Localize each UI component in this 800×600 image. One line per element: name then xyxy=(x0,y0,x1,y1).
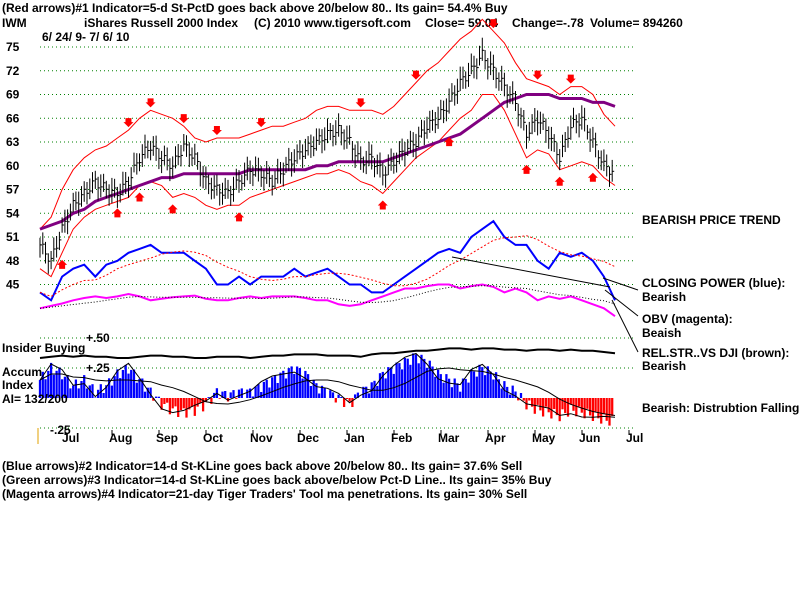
pointer-cp xyxy=(602,277,639,291)
obv-line xyxy=(39,283,616,318)
down-arrow-3 xyxy=(211,126,222,136)
up-arrow-8 xyxy=(554,176,565,186)
ma-line xyxy=(39,93,616,231)
month-label-dec-5: Dec xyxy=(297,431,319,445)
lower-band-line xyxy=(39,94,616,278)
bearish-trend-label: BEARISH PRICE TREND xyxy=(642,213,781,227)
upper-band-line xyxy=(39,18,616,230)
up-arrow-1 xyxy=(112,208,123,218)
down-arrow-5 xyxy=(355,98,366,108)
up-arrow-0 xyxy=(57,259,68,269)
closing-power-label: CLOSING POWER (blue): xyxy=(642,276,785,290)
month-label-jan-6: Jan xyxy=(344,431,365,445)
month-label-aug-1: Aug xyxy=(109,431,132,445)
month-label-jun-11: Jun xyxy=(579,431,600,445)
volume-label: Volume= 894260 xyxy=(590,16,683,30)
accum-line xyxy=(39,352,616,418)
up-arrow-3 xyxy=(167,204,178,214)
up-arrow-5 xyxy=(377,200,388,210)
month-label-apr-9: Apr xyxy=(485,431,506,445)
plus50-label: +.50 xyxy=(86,331,110,345)
copyright-label: (C) 2010 www.tigersoft.com xyxy=(254,16,411,30)
relstr-status: Bearish xyxy=(642,359,686,373)
y-tick-63: 63 xyxy=(6,135,20,149)
closing-power-ma-line xyxy=(39,235,616,297)
down-arrow-0 xyxy=(123,118,134,128)
symbol-label: IWM xyxy=(2,16,27,30)
up-arrow-6 xyxy=(444,137,455,147)
price-bars xyxy=(39,37,615,274)
down-arrow-4 xyxy=(256,118,267,128)
up-arrow-9 xyxy=(587,172,598,182)
month-label-jul-0: Jul xyxy=(62,431,79,445)
down-arrow-2 xyxy=(178,114,189,124)
closing-power-line xyxy=(39,219,616,302)
pointer-relstr xyxy=(611,299,639,353)
signal-arrows xyxy=(57,19,598,269)
price-bands xyxy=(39,18,616,278)
up-arrow-7 xyxy=(521,164,532,174)
footer-line1: (Blue arrows)#2 Indicator=14-d St-KLine … xyxy=(2,459,522,473)
moving-average xyxy=(39,93,616,231)
up-arrow-4 xyxy=(234,212,245,222)
month-axis-labels: Jul Aug Sep Oct Nov Dec Jan Feb Mar Apr May Jun Jul xyxy=(37,428,643,445)
y-tick-66: 66 xyxy=(6,111,20,125)
relstr-label: REL.STR..VS DJI (brown): xyxy=(642,346,789,360)
month-label-feb-7: Feb xyxy=(391,431,412,445)
up-arrow-2 xyxy=(134,192,145,202)
ai-label: AI= 132/200 xyxy=(2,392,68,406)
y-tick-45: 45 xyxy=(6,278,20,292)
y-tick-60: 60 xyxy=(6,159,20,173)
down-arrow-9 xyxy=(565,74,576,84)
close-label: Close= 59.04 xyxy=(425,16,498,30)
accum-panel xyxy=(38,347,616,426)
index-label: Index xyxy=(2,378,34,392)
month-label-may-10: May xyxy=(532,431,556,445)
y-tick-75: 75 xyxy=(6,40,20,54)
indicator-lines xyxy=(39,219,616,318)
y-tick-72: 72 xyxy=(6,64,20,78)
y-tick-54: 54 xyxy=(6,206,20,220)
minus25-label: -.25 xyxy=(50,423,71,437)
closing-power-status: Bearish xyxy=(642,290,686,304)
change-label: Change=-.78 xyxy=(512,16,584,30)
distribution-label: Bearish: Distrubtion Falling. xyxy=(642,401,800,415)
month-label-mar-8: Mar xyxy=(438,431,460,445)
price-gridlines xyxy=(40,46,635,429)
obv-status: Beaish xyxy=(642,326,681,340)
insider-buying-label: Insider Buying xyxy=(2,341,85,355)
header-line1: (Red arrows)#1 Indicator=5-d St-PctD goe… xyxy=(2,1,508,15)
y-tick-57: 57 xyxy=(6,183,20,197)
pointer-obv xyxy=(604,289,639,317)
y-tick-51: 51 xyxy=(6,230,20,244)
price-axis-labels: 75 72 69 66 63 60 57 54 51 48 45 xyxy=(6,40,20,292)
down-arrow-6 xyxy=(410,70,421,80)
down-arrow-8 xyxy=(532,70,543,80)
month-label-oct-3: Oct xyxy=(203,431,223,445)
accum-label: Accum xyxy=(2,365,42,379)
month-label-sep-2: Sep xyxy=(156,431,178,445)
obv-ma-line xyxy=(39,285,616,309)
footer-line2: (Green arrows)#3 Indicator=14-d St-KLine… xyxy=(2,473,552,487)
month-label-jul-12: Jul xyxy=(626,431,643,445)
down-arrow-1 xyxy=(145,98,156,108)
obv-label: OBV (magenta): xyxy=(642,312,733,326)
down-arrow-7 xyxy=(488,19,499,29)
description-label: iShares Russell 2000 Index xyxy=(84,16,238,30)
y-tick-48: 48 xyxy=(6,254,20,268)
footer-line3: (Magenta arrows)#4 Indicator=21-day Tige… xyxy=(2,487,527,501)
accum-ma-line xyxy=(39,367,616,416)
month-label-nov-4: Nov xyxy=(250,431,273,445)
y-tick-69: 69 xyxy=(6,88,20,102)
relstr-line xyxy=(39,347,616,360)
plus25-label: +.25 xyxy=(86,361,110,375)
cp-trendline xyxy=(451,256,611,288)
date-range-label: 6/ 24/ 9- 7/ 6/ 10 xyxy=(42,30,130,44)
